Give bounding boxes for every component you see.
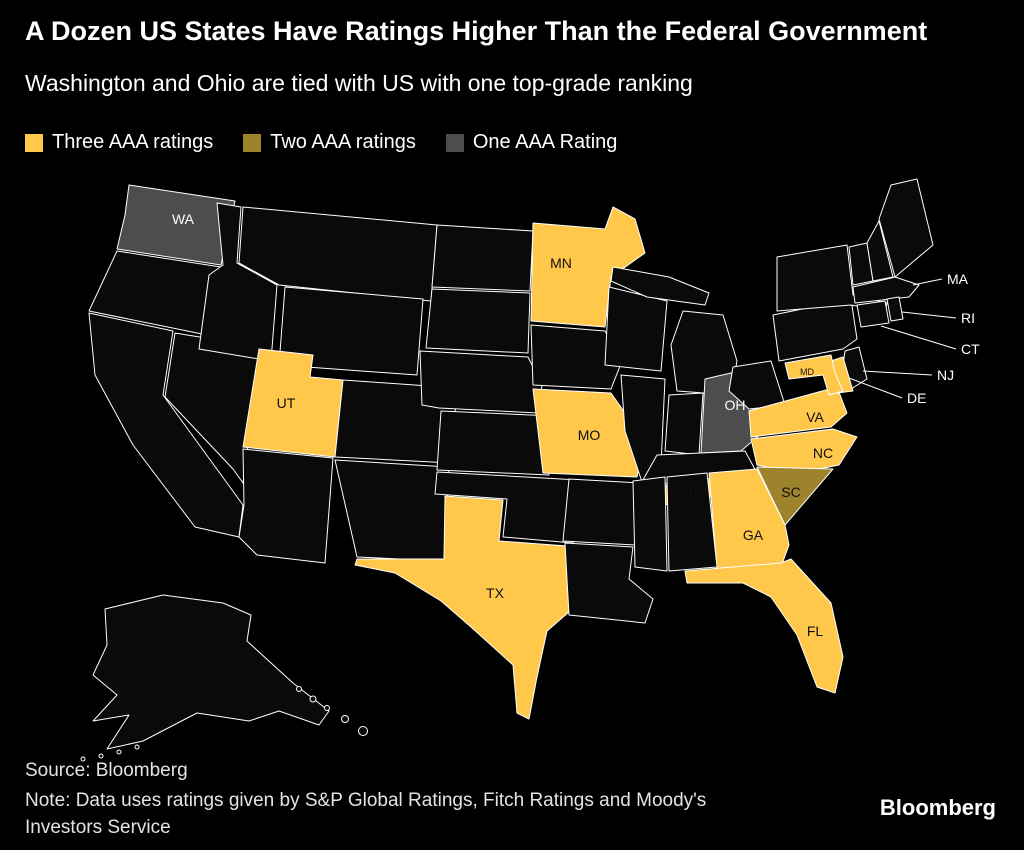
- state-label-NC: NC: [813, 445, 833, 461]
- state-MA: [852, 276, 920, 304]
- state-HI: [296, 686, 302, 692]
- state-KS: [436, 410, 554, 476]
- state-ND: [431, 224, 534, 292]
- chart-title: A Dozen US States Have Ratings Higher Th…: [25, 16, 928, 46]
- state-IA: [530, 324, 623, 390]
- state-IN: [664, 392, 704, 456]
- callout-label-DE: DE: [907, 390, 926, 406]
- aleutian-island-icon: [80, 756, 86, 762]
- callout-line-MA: [912, 278, 943, 286]
- state-label-WA: WA: [172, 211, 195, 227]
- legend-label-two-aaa: Two AAA ratings: [270, 131, 416, 153]
- state-HI: [309, 695, 317, 703]
- state-MS: [632, 476, 668, 572]
- state-SD: [425, 288, 531, 354]
- state-HI: [324, 705, 330, 711]
- source-text: Source: Bloomberg: [25, 760, 188, 781]
- callout-line-DE: [848, 377, 903, 399]
- state-VA: [748, 386, 848, 438]
- legend-label-three-aaa: Three AAA ratings: [52, 131, 214, 153]
- chart-subtitle: Washington and Ohio are tied with US wit…: [25, 70, 693, 96]
- callout-line-RI: [901, 311, 957, 319]
- callout-label-MA: MA: [947, 271, 969, 287]
- bloomberg-logo: Bloomberg: [879, 795, 996, 820]
- callout-label-NJ: NJ: [937, 367, 954, 383]
- callout-label-RI: RI: [961, 310, 975, 326]
- state-NE: [419, 350, 543, 414]
- state-label-TX: TX: [486, 585, 505, 601]
- legend-swatch-three-aaa: [25, 133, 43, 152]
- state-WA: [116, 184, 236, 266]
- aleutian-island-icon: [134, 744, 140, 750]
- state-HI: [358, 726, 368, 736]
- us-map-svg: WA MN UT MO TN TX GA FL NC VA SC OH MD M…: [80, 178, 980, 762]
- state-AR: [562, 478, 642, 546]
- state-RI: [886, 296, 904, 322]
- state-label-MN: MN: [550, 255, 572, 271]
- us-choropleth-map: WA MN UT MO TN TX GA FL NC VA SC OH MD M…: [45, 163, 995, 763]
- aleutian-island-icon: [98, 753, 104, 759]
- state-MI-upper-peninsula: [610, 266, 710, 306]
- note-text: Note: Data uses ratings given by S&P Glo…: [25, 790, 707, 838]
- state-CT: [856, 300, 890, 328]
- state-label-FL: FL: [807, 623, 824, 639]
- state-NM: [334, 459, 450, 562]
- state-label-MD: MD: [800, 367, 814, 377]
- aleutian-island-icon: [116, 749, 122, 755]
- legend-swatch-one-aaa: [445, 133, 464, 152]
- state-label-OH: OH: [725, 397, 746, 413]
- state-MD: [784, 354, 844, 396]
- state-WI: [604, 286, 668, 372]
- state-AK: [92, 594, 330, 750]
- state-label-GA: GA: [743, 527, 764, 543]
- state-WY: [278, 286, 424, 376]
- legend-swatch-two-aaa: [243, 133, 262, 152]
- state-FL: [684, 558, 844, 694]
- state-label-SC: SC: [781, 484, 800, 500]
- state-TX: [354, 495, 582, 720]
- state-label-TN: TN: [687, 485, 703, 499]
- state-label-VA: VA: [806, 409, 824, 425]
- state-AL: [666, 472, 718, 572]
- legend: Three AAA ratings Two AAA ratings One AA…: [25, 131, 617, 154]
- state-MN: [530, 206, 646, 328]
- callout-line-CT: [880, 325, 957, 350]
- state-AZ: [238, 448, 334, 564]
- legend-label-one-aaa: One AAA Rating: [472, 131, 618, 153]
- callout-label-CT: CT: [961, 341, 980, 357]
- legend-item-three-aaa: Three AAA ratings: [25, 131, 213, 154]
- legend-item-two-aaa: Two AAA ratings: [243, 131, 416, 154]
- state-label-MO: MO: [578, 427, 601, 443]
- legend-item-one-aaa: One AAA Rating: [445, 131, 618, 154]
- state-LA: [564, 542, 654, 624]
- state-NC: [750, 428, 858, 474]
- state-ME: [878, 178, 934, 278]
- state-HI: [341, 715, 349, 723]
- state-label-UT: UT: [277, 395, 296, 411]
- callout-line-NJ: [862, 370, 933, 376]
